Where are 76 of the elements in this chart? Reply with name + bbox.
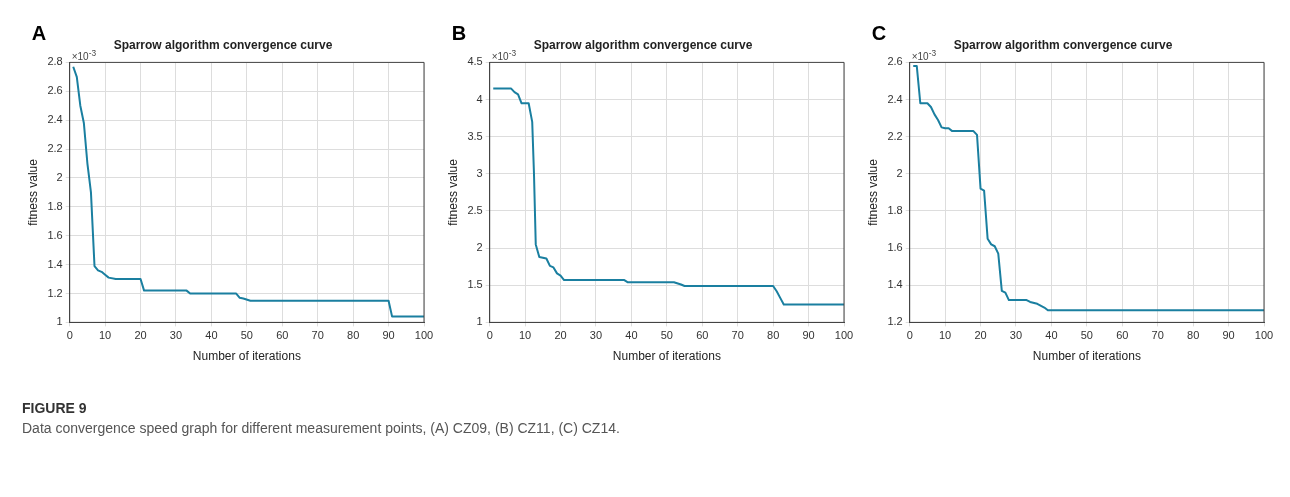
y-axis-title: fitness value (865, 158, 880, 226)
x-tick-label: 80 (1187, 329, 1200, 342)
x-tick-label: 50 (240, 329, 253, 342)
y-tick-label: 1.8 (47, 199, 63, 212)
x-tick-label: 0 (486, 329, 493, 342)
x-tick-label: 80 (347, 329, 360, 342)
y-tick-label: 2.2 (887, 129, 903, 142)
chart-title: Sparrow algorithm convergence curve (113, 37, 333, 52)
text: FIGURE 9 (22, 400, 88, 416)
x-tick-label: 60 (276, 329, 289, 342)
x-tick-label: 0 (906, 329, 913, 342)
x-tick-label: 90 (802, 329, 815, 342)
x-tick-label: 20 (554, 329, 567, 342)
y-tick-label: 3 (476, 166, 483, 179)
y-axis-title: fitness value (25, 158, 40, 226)
y-tick-label: 1.5 (467, 278, 483, 291)
x-axis-title: Number of iterations (1032, 349, 1141, 364)
y-tick-label: 2 (56, 170, 63, 183)
y-axis-title: fitness value (445, 158, 460, 226)
text: B (451, 22, 467, 45)
y-tick-label: 2 (476, 241, 483, 254)
x-tick-label: 50 (660, 329, 673, 342)
y-tick-label: 2.4 (887, 92, 903, 105)
x-tick-label: 40 (1045, 329, 1058, 342)
y-tick-label: 2.6 (887, 55, 903, 68)
x-tick-label: 30 (589, 329, 603, 342)
x-tick-label: 70 (1151, 329, 1164, 342)
y-tick-label: 4.5 (467, 55, 483, 68)
y-tick-label: 1 (476, 315, 483, 328)
x-tick-label: 10 (939, 329, 952, 342)
y-tick-label: 2.2 (47, 142, 63, 155)
x-axis-title: Number of iterations (612, 349, 721, 364)
x-tick-label: 100 (414, 329, 434, 342)
y-tick-label: 2 (896, 166, 903, 179)
x-tick-label: 60 (696, 329, 709, 342)
x-tick-label: 40 (205, 329, 218, 342)
text: Data convergence speed graph for different measurement points, (A) CZ09, (B) CZ11, (C) CZ14. (22, 420, 621, 436)
x-tick-label: 40 (625, 329, 638, 342)
x-tick-label: 0 (66, 329, 73, 342)
y-tick-label: 2.6 (47, 84, 63, 97)
x-axis-title: Number of iterations (192, 349, 301, 364)
text: C (871, 22, 887, 45)
y-tick-label: 1.8 (887, 204, 903, 216)
y-tick-label: 1.4 (887, 278, 903, 291)
y-tick-label: 3.5 (467, 129, 483, 142)
x-tick-label: 30 (169, 329, 183, 342)
x-tick-label: 80 (767, 329, 780, 342)
y-tick-label: 2.8 (47, 55, 63, 68)
x-tick-label: 50 (1080, 329, 1093, 342)
y-tick-label: 2.4 (47, 113, 63, 126)
y-tick-label: 1.6 (887, 241, 903, 254)
x-tick-label: 100 (834, 329, 854, 342)
annotation: ×10$^{-3}$ (491, 48, 517, 63)
chart-title: Sparrow algorithm convergence curve (953, 37, 1173, 52)
annotation: ×10$^{-3}$ (911, 48, 937, 63)
annotation: ×10$^{-3}$ (71, 48, 97, 63)
x-tick-label: 90 (382, 329, 395, 342)
text: A (31, 22, 47, 45)
y-tick-label: 1 (56, 315, 63, 328)
x-tick-label: 70 (731, 329, 744, 342)
x-tick-label: 10 (99, 329, 112, 342)
x-tick-label: 90 (1222, 329, 1235, 342)
y-tick-label: 1.2 (887, 315, 903, 328)
x-tick-label: 60 (1116, 329, 1129, 342)
x-tick-label: 100 (1254, 329, 1274, 342)
x-tick-label: 20 (134, 329, 147, 342)
chart-title: Sparrow algorithm convergence curve (533, 37, 753, 52)
x-tick-label: 30 (1009, 329, 1023, 342)
x-tick-label: 70 (311, 329, 324, 342)
y-tick-label: 4 (476, 92, 483, 105)
y-tick-label: 1.6 (47, 228, 63, 241)
y-tick-label: 2.5 (467, 204, 483, 216)
y-tick-label: 1.2 (47, 286, 63, 299)
x-tick-label: 10 (519, 329, 532, 342)
x-tick-label: 20 (974, 329, 987, 342)
y-tick-label: 1.4 (47, 257, 63, 270)
